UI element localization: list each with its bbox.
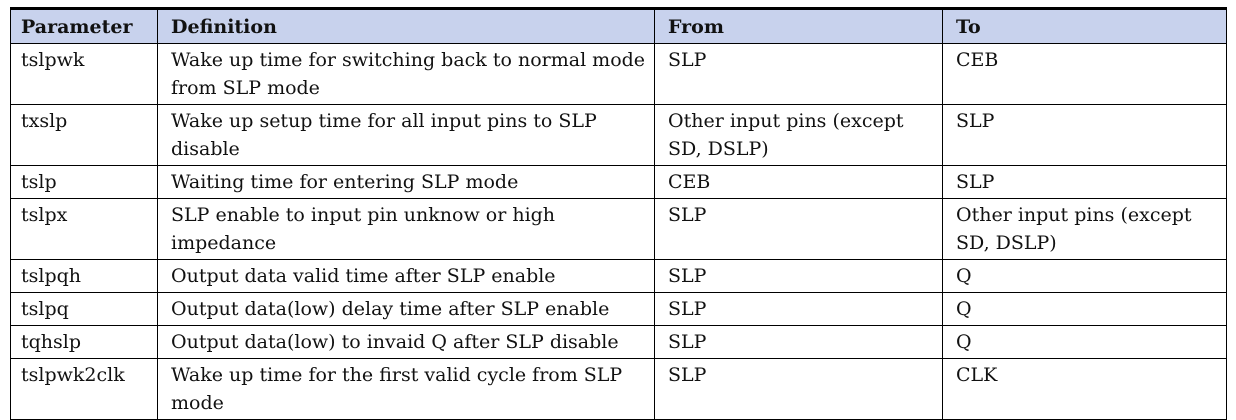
cell-definition: Output data(low) to invaid Q after SLP d… bbox=[157, 325, 655, 359]
table-row: tslpwk2clk Wake up time for the first va… bbox=[10, 358, 1227, 420]
cell-parameter: txslp bbox=[10, 104, 158, 166]
cell-to: Q bbox=[942, 325, 1227, 359]
header-from: From bbox=[654, 7, 943, 44]
cell-parameter: tslp bbox=[10, 165, 158, 199]
cell-to: SLP bbox=[942, 104, 1227, 166]
cell-definition: Wake up time for switching back to norma… bbox=[157, 43, 655, 105]
cell-definition: Wake up time for the first valid cycle f… bbox=[157, 358, 655, 420]
cell-parameter: tqhslp bbox=[10, 325, 158, 359]
header-definition: Definition bbox=[157, 7, 655, 44]
cell-to: CLK bbox=[942, 358, 1227, 420]
table-row: txslp Wake up setup time for all input p… bbox=[10, 104, 1227, 166]
header-parameter: Parameter bbox=[10, 7, 158, 44]
cell-definition: SLP enable to input pin unknow or high i… bbox=[157, 198, 655, 260]
cell-to: Q bbox=[942, 259, 1227, 293]
cell-parameter: tslpqh bbox=[10, 259, 158, 293]
cell-from: SLP bbox=[654, 325, 943, 359]
cell-from: CEB bbox=[654, 165, 943, 199]
cell-definition: Output data valid time after SLP enable bbox=[157, 259, 655, 293]
cell-parameter: tslpq bbox=[10, 292, 158, 326]
table-row: tslpqh Output data valid time after SLP … bbox=[10, 259, 1227, 293]
cell-definition: Waiting time for entering SLP mode bbox=[157, 165, 655, 199]
timing-table-container: Parameter Definition From To tslpwk Wake… bbox=[10, 7, 1227, 420]
cell-from: SLP bbox=[654, 358, 943, 420]
cell-to: Other input pins (except SD, DSLP) bbox=[942, 198, 1227, 260]
timing-parameter-table: Parameter Definition From To tslpwk Wake… bbox=[10, 7, 1227, 420]
table-row: tslp Waiting time for entering SLP mode … bbox=[10, 165, 1227, 199]
cell-from: Other input pins (except SD, DSLP) bbox=[654, 104, 943, 166]
table-row: tslpwk Wake up time for switching back t… bbox=[10, 43, 1227, 105]
table-header-row: Parameter Definition From To bbox=[10, 7, 1227, 44]
header-to: To bbox=[942, 7, 1227, 44]
cell-to: Q bbox=[942, 292, 1227, 326]
cell-to: SLP bbox=[942, 165, 1227, 199]
table-row: tslpx SLP enable to input pin unknow or … bbox=[10, 198, 1227, 260]
cell-parameter: tslpx bbox=[10, 198, 158, 260]
cell-from: SLP bbox=[654, 292, 943, 326]
cell-parameter: tslpwk2clk bbox=[10, 358, 158, 420]
cell-to: CEB bbox=[942, 43, 1227, 105]
cell-from: SLP bbox=[654, 198, 943, 260]
cell-parameter: tslpwk bbox=[10, 43, 158, 105]
cell-definition: Output data(low) delay time after SLP en… bbox=[157, 292, 655, 326]
cell-definition: Wake up setup time for all input pins to… bbox=[157, 104, 655, 166]
table-row: tslpq Output data(low) delay time after … bbox=[10, 292, 1227, 326]
table-row: tqhslp Output data(low) to invaid Q afte… bbox=[10, 325, 1227, 359]
cell-from: SLP bbox=[654, 43, 943, 105]
cell-from: SLP bbox=[654, 259, 943, 293]
